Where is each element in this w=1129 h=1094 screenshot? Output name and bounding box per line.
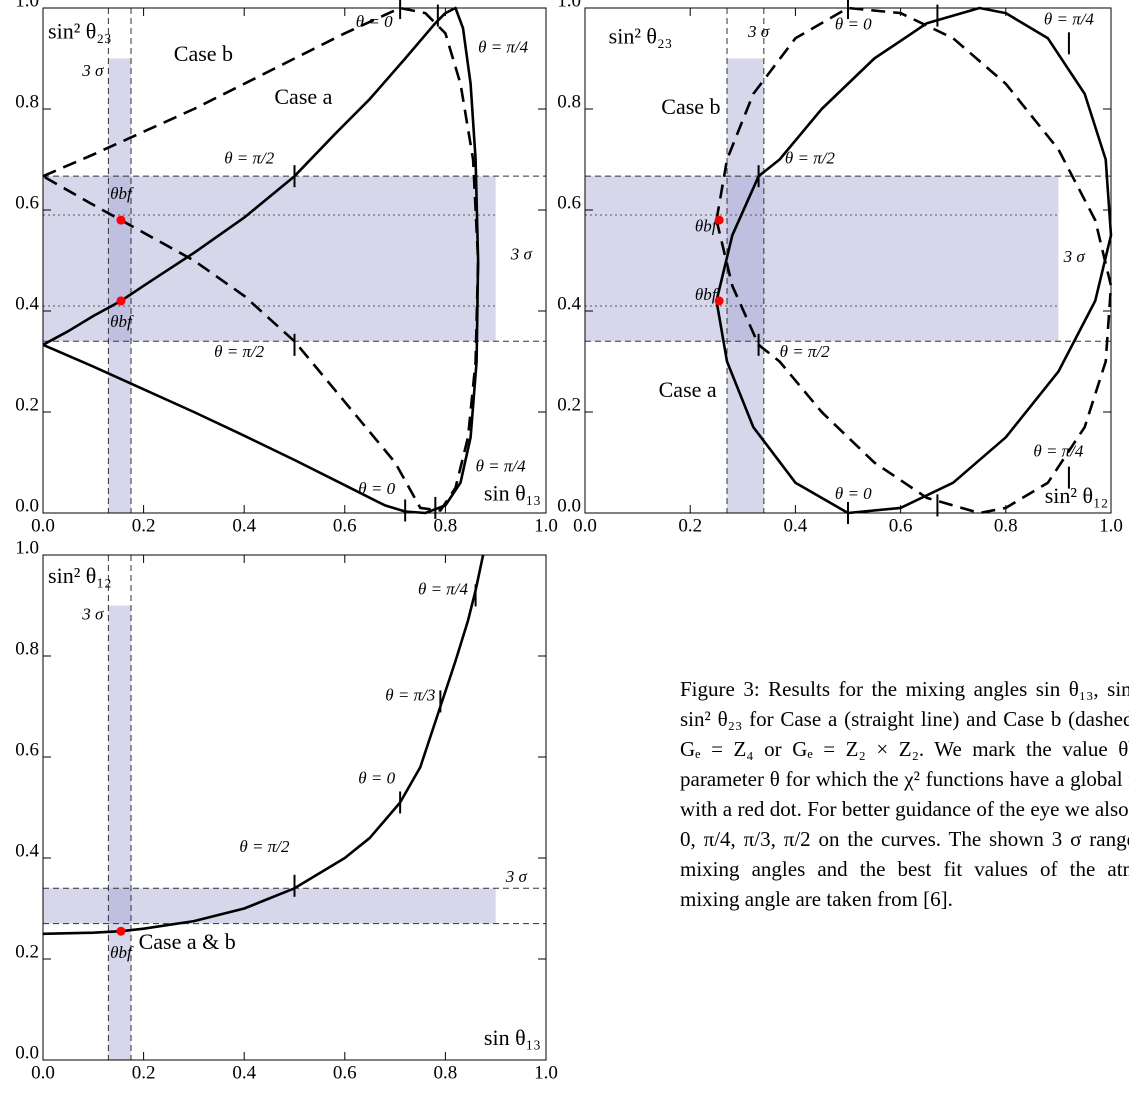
y-tick-label: 0.2 bbox=[557, 394, 581, 415]
annotation: 3 σ bbox=[747, 22, 770, 41]
curve bbox=[42, 554, 485, 936]
annotation: θ = π/3 bbox=[385, 685, 435, 704]
best-fit-point bbox=[116, 926, 126, 936]
plot-frame bbox=[42, 7, 547, 514]
y-axis-label: sin² θ₂₃ bbox=[609, 23, 673, 48]
curve bbox=[42, 6, 480, 512]
annotation: 3 σ bbox=[81, 605, 104, 624]
x-axis-label: sin θ₁₃ bbox=[484, 1025, 541, 1050]
y-tick-label: 0.6 bbox=[15, 192, 39, 213]
x-tick-label: 0.2 bbox=[132, 515, 156, 536]
annotation: θ = π/4 bbox=[1044, 10, 1095, 29]
x-tick-label: 0.8 bbox=[994, 515, 1018, 536]
y-tick-label: 0.8 bbox=[557, 91, 581, 112]
x-tick-label: 0.8 bbox=[434, 515, 458, 536]
annotation: θ = π/2 bbox=[785, 148, 836, 167]
y-tick-label: 0.0 bbox=[15, 1042, 39, 1063]
y-axis-label: sin² θ₂₃ bbox=[48, 18, 112, 43]
x-tick-label: 0.6 bbox=[333, 1062, 357, 1083]
y-tick-label: 0.8 bbox=[15, 638, 39, 659]
x-tick-label: 1.0 bbox=[1099, 515, 1123, 536]
x-tick-label: 0.0 bbox=[31, 515, 55, 536]
y-tick-label: 0.6 bbox=[15, 739, 39, 760]
annotation: θ = 0 bbox=[835, 15, 872, 34]
case-label: Case a & b bbox=[139, 929, 236, 954]
annotation: θ = π/4 bbox=[1033, 441, 1084, 460]
annotation: θ = π/4 bbox=[418, 579, 469, 598]
annotation: θ = π/2 bbox=[239, 837, 290, 856]
y-tick-label: 0.4 bbox=[557, 293, 581, 314]
best-fit-point bbox=[116, 296, 126, 306]
annotation: θ = π/2 bbox=[780, 342, 831, 361]
annotation: 3 σ bbox=[510, 244, 533, 263]
y-tick-label: 1.0 bbox=[15, 0, 39, 11]
best-fit-point bbox=[714, 296, 724, 306]
y-tick-label: 0.2 bbox=[15, 394, 39, 415]
x-axis-label: sin θ₁₃ bbox=[484, 480, 541, 505]
y-tick-label: 0.0 bbox=[557, 495, 581, 516]
case-label: Case a bbox=[659, 377, 717, 402]
annotation: θbf bbox=[110, 312, 134, 331]
annotation: θbf bbox=[695, 285, 719, 304]
curve bbox=[715, 6, 1113, 515]
annotation: θ = 0 bbox=[358, 769, 395, 788]
x-tick-label: 0.8 bbox=[434, 1062, 458, 1083]
annotation: θ = 0 bbox=[358, 479, 395, 498]
y-tick-label: 0.8 bbox=[15, 91, 39, 112]
x-tick-label: 0.2 bbox=[132, 1062, 156, 1083]
case-label: Case a bbox=[274, 84, 332, 109]
sigma-band-horizontal bbox=[43, 888, 496, 924]
annotation: θbf bbox=[110, 184, 134, 203]
x-tick-label: 0.2 bbox=[678, 515, 702, 536]
plot-frame bbox=[42, 554, 547, 1061]
annotation: 3 σ bbox=[81, 61, 104, 80]
x-tick-label: 1.0 bbox=[534, 515, 558, 536]
annotation: θ = π/4 bbox=[476, 456, 527, 475]
annotation: θ = 0 bbox=[835, 484, 872, 503]
y-tick-label: 0.6 bbox=[557, 192, 581, 213]
y-axis-label: sin² θ₁₂ bbox=[48, 563, 112, 588]
best-fit-point bbox=[116, 215, 126, 225]
best-fit-point bbox=[714, 215, 724, 225]
x-tick-label: 0.4 bbox=[232, 515, 256, 536]
y-tick-label: 0.4 bbox=[15, 293, 39, 314]
sigma-band-vertical bbox=[108, 605, 132, 1060]
annotation: θbf bbox=[695, 217, 719, 236]
annotation: θbf bbox=[110, 943, 134, 962]
x-axis-label: sin² θ₁₂ bbox=[1045, 483, 1109, 508]
x-tick-label: 0.4 bbox=[232, 1062, 256, 1083]
annotation: θ = π/2 bbox=[214, 342, 265, 361]
x-tick-label: 1.0 bbox=[534, 1062, 558, 1083]
y-tick-label: 0.4 bbox=[15, 840, 39, 861]
annotation: θ = π/4 bbox=[478, 37, 529, 56]
x-tick-label: 0.0 bbox=[31, 1062, 55, 1083]
sigma-band-vertical bbox=[108, 58, 132, 513]
annotation: 3 σ bbox=[505, 867, 528, 886]
x-tick-label: 0.0 bbox=[573, 515, 597, 536]
curve bbox=[715, 6, 1113, 515]
y-tick-label: 0.0 bbox=[15, 495, 39, 516]
annotation: 3 σ bbox=[1063, 247, 1086, 266]
y-tick-label: 1.0 bbox=[557, 0, 581, 11]
case-label: Case b bbox=[174, 41, 233, 66]
annotation: θ = π/2 bbox=[224, 148, 275, 167]
sigma-band-horizontal bbox=[585, 176, 1059, 342]
caption: Figure 3: Results for the mixing angles … bbox=[680, 677, 1129, 911]
curve bbox=[42, 6, 480, 515]
x-tick-label: 0.4 bbox=[784, 515, 808, 536]
x-tick-label: 0.6 bbox=[333, 515, 357, 536]
y-tick-label: 0.2 bbox=[15, 941, 39, 962]
annotation: θ = 0 bbox=[356, 12, 393, 31]
sigma-band-horizontal bbox=[43, 176, 496, 342]
y-tick-label: 1.0 bbox=[15, 537, 39, 558]
case-label: Case b bbox=[661, 94, 720, 119]
x-tick-label: 0.6 bbox=[889, 515, 913, 536]
